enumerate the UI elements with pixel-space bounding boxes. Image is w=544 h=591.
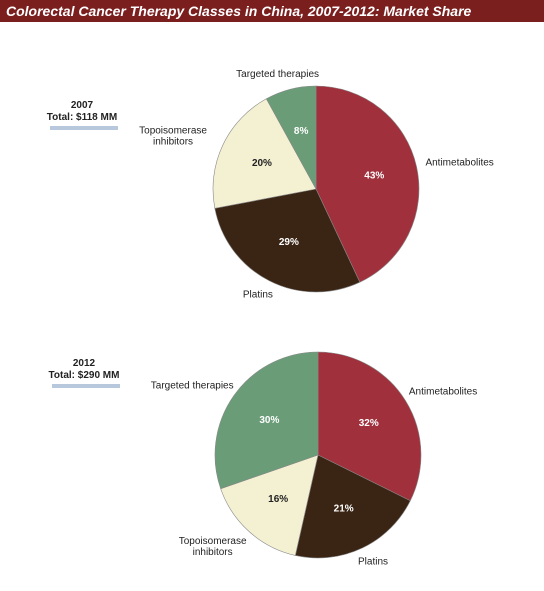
category-label: Topoisomerase inhibitors [139,125,207,148]
total-label: Total: $118 MM [46,112,118,123]
value-label: 32% [359,418,379,429]
value-label: 21% [334,504,354,515]
pie-slice [294,454,411,559]
category-label: Targeted therapies [150,380,234,392]
category-label: Antimetabolites [425,157,494,169]
pie-slice [315,85,420,283]
pie-slice [212,98,317,209]
category-label: Targeted therapies [236,68,320,80]
year-label: 2012 [72,358,96,369]
value-label: 43% [364,171,384,182]
value-label: 29% [279,237,299,248]
title: Colorectal Cancer Therapy Classes in Chi… [0,0,544,22]
value-label: 20% [252,158,272,169]
underline [50,126,118,130]
category-label: Topoisomerase inhibitors [178,536,247,559]
year-label: 2007 [70,100,94,111]
category-label: Antimetabolites [408,387,478,399]
pie-slice [220,454,319,556]
pie-slice [265,85,317,190]
category-label: Platins [358,556,389,568]
pie-slice [317,351,422,502]
value-label: 16% [268,494,288,505]
pie-slice [214,188,361,293]
total-label: Total: $290 MM [48,370,120,381]
underline [52,384,120,388]
category-label: Platins [242,289,273,301]
value-label: 30% [259,415,279,426]
value-label: 8% [294,126,309,137]
pie-slice [214,351,319,490]
